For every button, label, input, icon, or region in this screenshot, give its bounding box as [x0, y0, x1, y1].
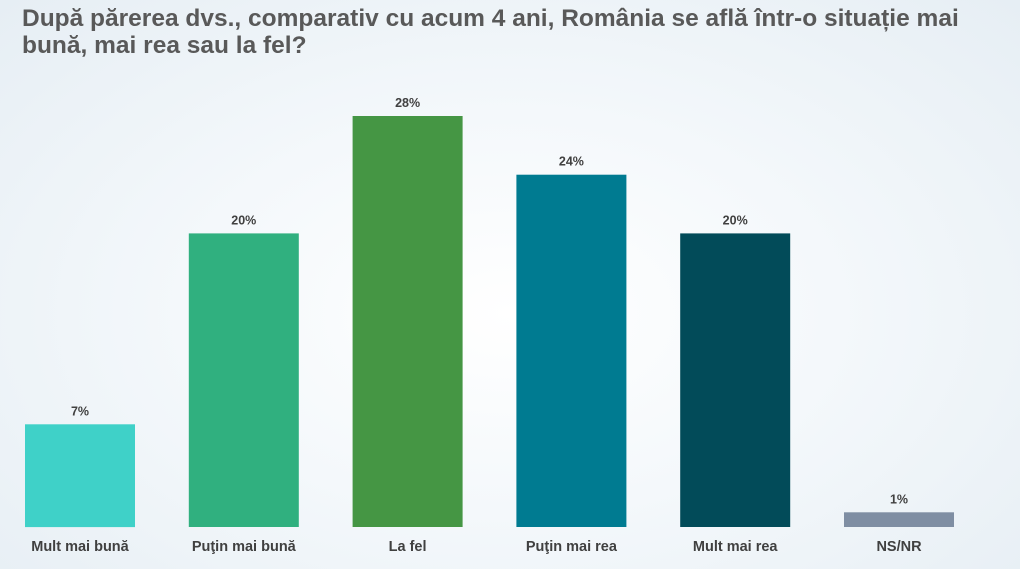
bar-putin-mai-buna	[188, 233, 299, 527]
value-label-mult-mai-buna: 7%	[71, 404, 89, 418]
bar-mult-mai-buna	[25, 424, 135, 528]
category-label-putin-mai-buna: Puţin mai bună	[192, 539, 297, 555]
category-label-mult-mai-rea: Mult mai rea	[693, 539, 779, 555]
chart-title: După părerea dvs., comparativ cu acum 4 …	[22, 5, 959, 59]
category-label-mult-mai-buna: Mult mai bună	[31, 539, 129, 555]
bar-la-fel	[352, 116, 463, 527]
category-label-la-fel: La fel	[389, 539, 427, 555]
value-labels-group: 7% 20% 28% 24% 20% 1%	[71, 96, 908, 506]
value-label-ns-nr: 1%	[890, 492, 908, 506]
value-label-putin-mai-buna: 20%	[231, 213, 256, 227]
category-label-putin-mai-rea: Puţin mai rea	[526, 539, 618, 555]
category-label-ns-nr: NS/NR	[876, 539, 922, 555]
value-label-putin-mai-rea: 24%	[559, 155, 584, 169]
value-label-mult-mai-rea: 20%	[723, 213, 748, 227]
bar-putin-mai-rea	[516, 174, 627, 527]
value-label-la-fel: 28%	[395, 96, 420, 110]
bar-ns-nr	[844, 512, 954, 527]
category-labels-group: Mult mai bună Puţin mai bună La fel Puţin m…	[31, 539, 922, 555]
bar-mult-mai-rea	[680, 233, 791, 527]
bars-group	[25, 116, 954, 528]
